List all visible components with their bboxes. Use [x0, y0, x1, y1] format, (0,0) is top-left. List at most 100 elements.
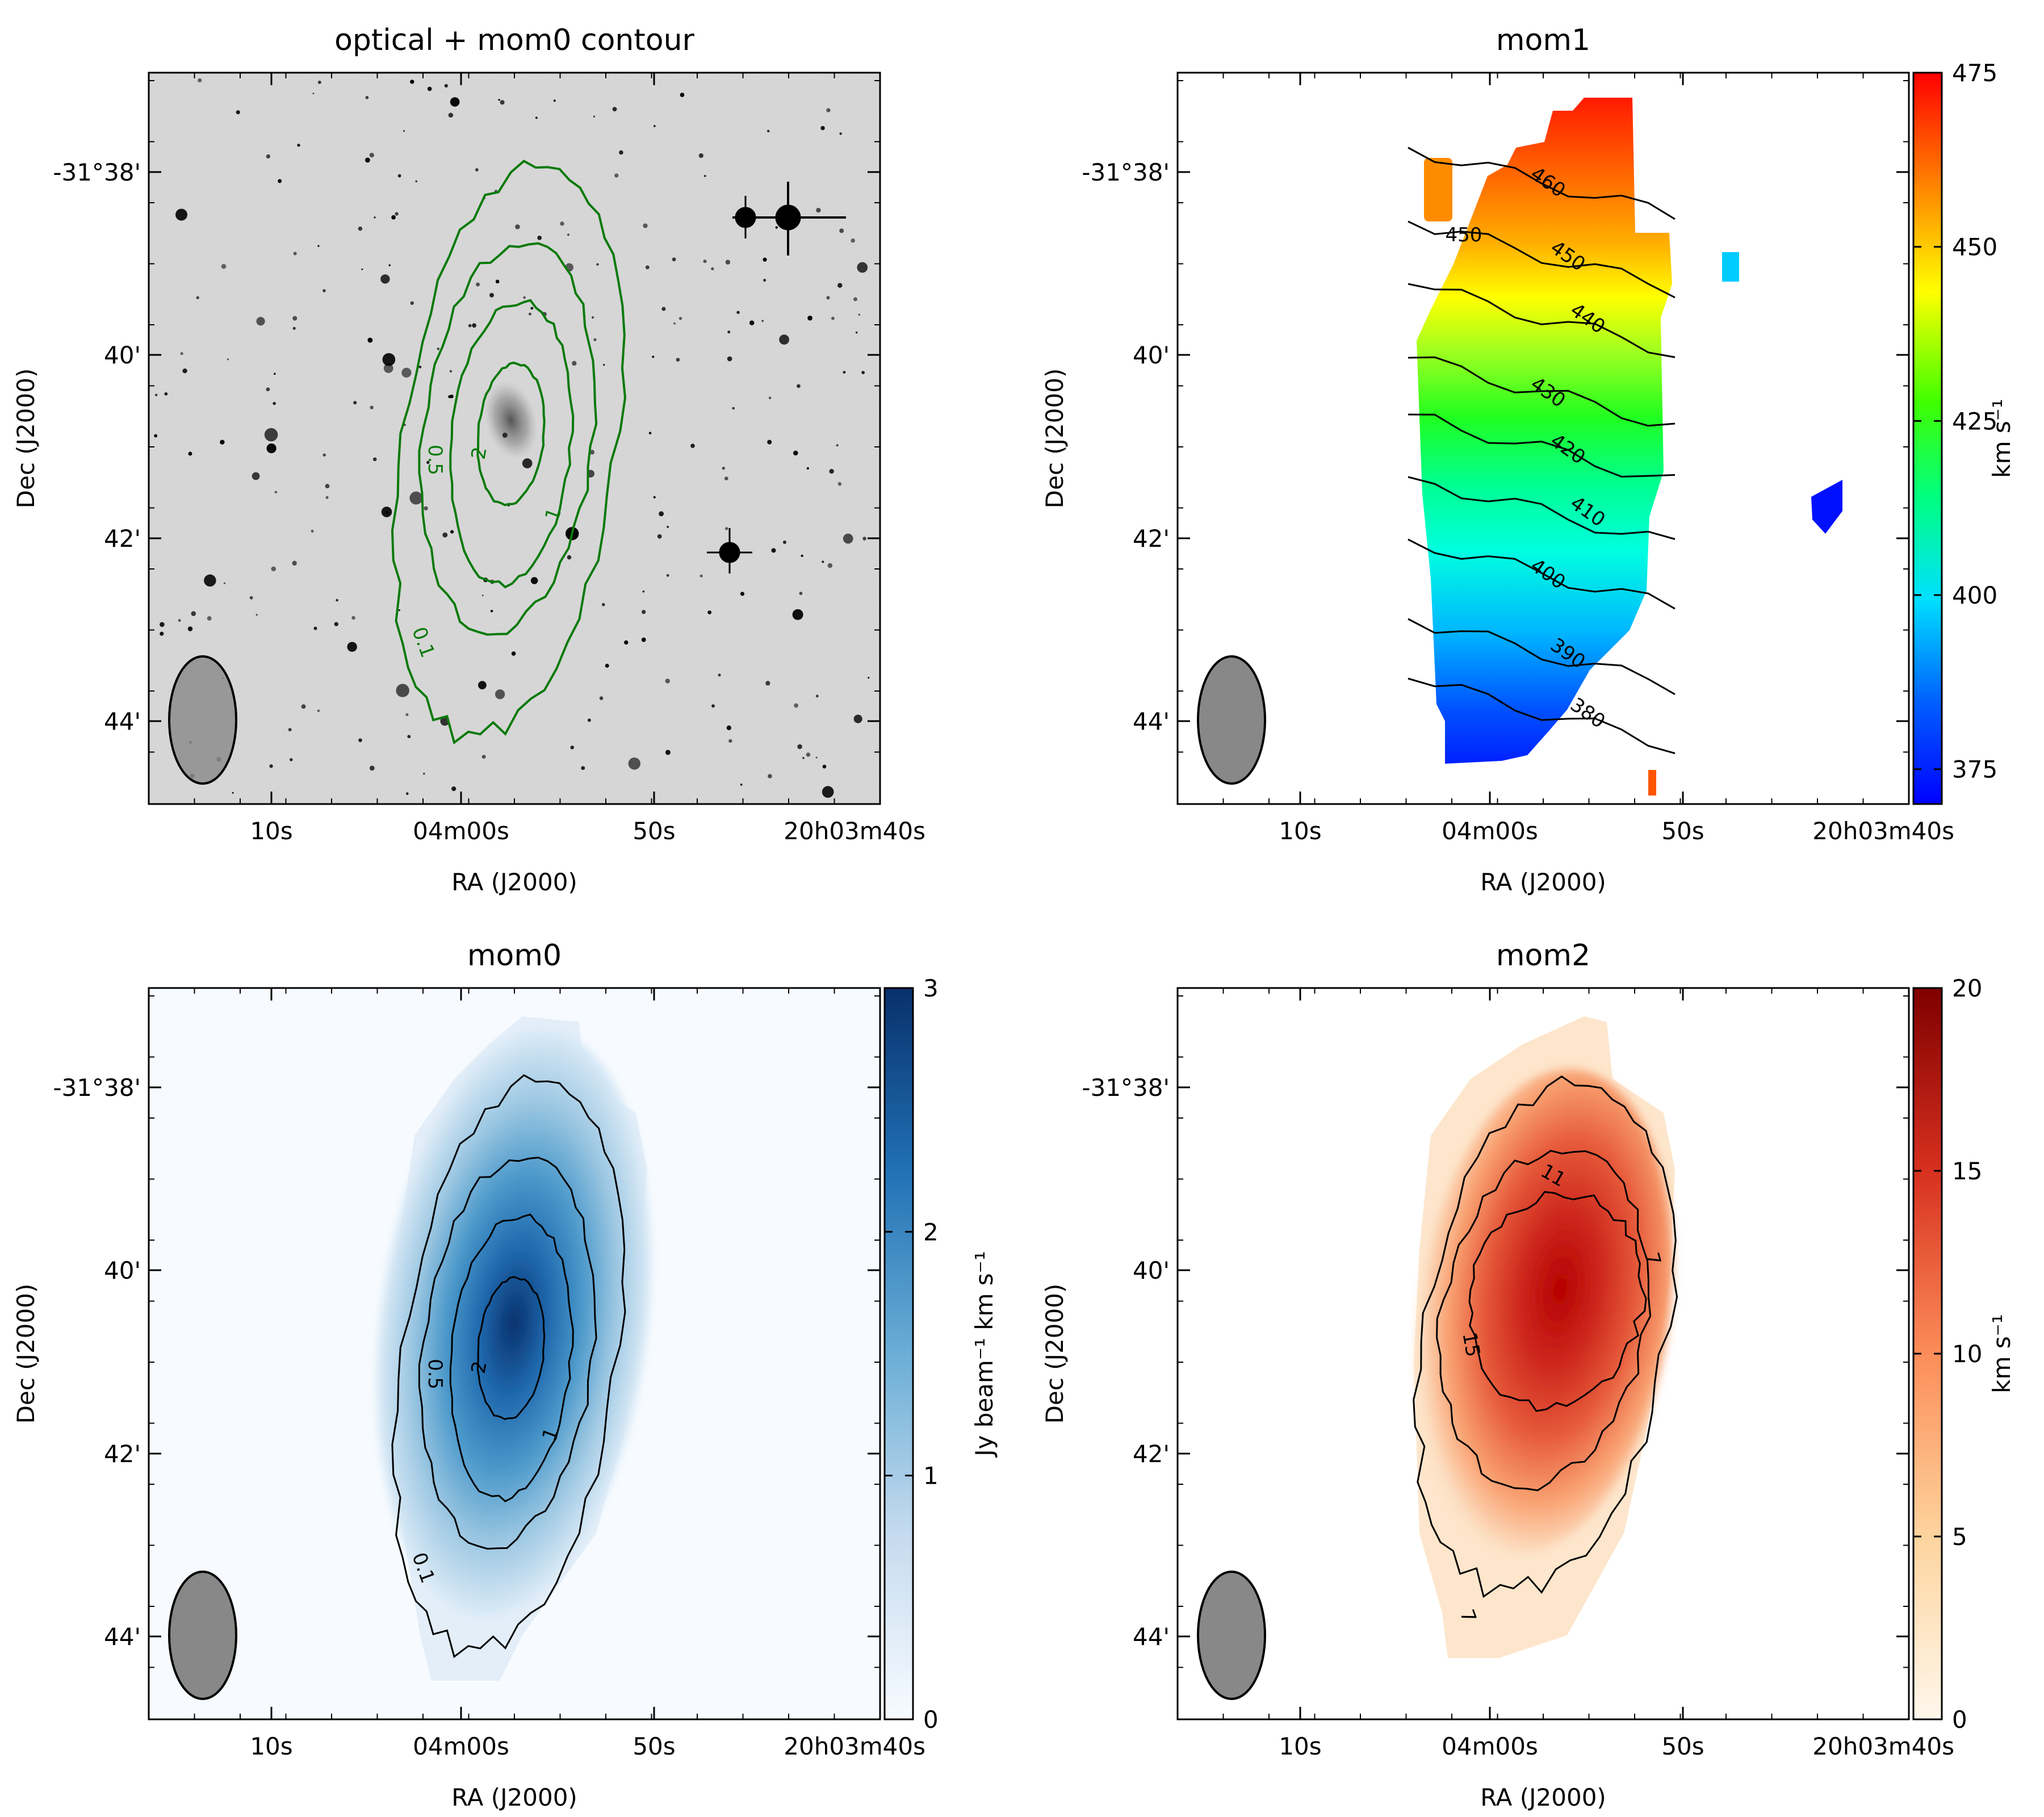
- star: [700, 574, 703, 577]
- star: [481, 755, 486, 759]
- star: [648, 432, 652, 435]
- y-tick-label: 42': [104, 525, 141, 552]
- star: [657, 534, 662, 539]
- y-tick-label: 42': [1133, 525, 1170, 552]
- x-tick-label: 10s: [250, 1732, 292, 1760]
- star: [740, 783, 743, 786]
- star: [725, 259, 731, 265]
- star: [273, 401, 276, 405]
- star: [388, 264, 391, 266]
- star: [676, 358, 680, 362]
- star: [252, 472, 260, 480]
- star: [365, 96, 369, 99]
- star: [736, 311, 740, 314]
- colorbar: 0 1 2 3 Jy beam⁻¹ km s⁻¹: [883, 974, 998, 1734]
- chart-title: optical + mom0 contour: [334, 23, 694, 57]
- x-tick-label: 20h03m40s: [784, 817, 925, 845]
- star: [793, 450, 798, 456]
- y-tick-label: 40': [1133, 341, 1170, 369]
- star: [794, 703, 798, 708]
- star: [450, 97, 460, 107]
- star: [410, 79, 414, 84]
- star: [822, 764, 827, 769]
- mom1-blob-blue: [1811, 480, 1842, 534]
- mom2-contours: [1413, 1075, 1678, 1598]
- beam-ellipse: [1197, 655, 1266, 785]
- beam-ellipse: [168, 1571, 237, 1700]
- star: [274, 491, 278, 493]
- star: [768, 396, 772, 399]
- contour-line: [418, 1157, 597, 1550]
- panel-optical: 0.10.512: [149, 73, 880, 804]
- star: [317, 245, 320, 247]
- star: [490, 609, 493, 613]
- star: [380, 274, 390, 284]
- star: [196, 296, 199, 299]
- contour-label: 450: [1446, 224, 1482, 246]
- star: [475, 168, 479, 171]
- star: [727, 356, 732, 362]
- star: [334, 622, 338, 626]
- star: [256, 614, 258, 616]
- optical-stars: [154, 78, 870, 798]
- star: [722, 467, 725, 470]
- star: [317, 80, 321, 84]
- axes-optical: optical + mom0 contour 10s 04m00s 50s 20h03m…: [12, 23, 925, 896]
- star: [690, 443, 695, 449]
- star: [530, 307, 534, 310]
- star: [711, 704, 715, 708]
- star: [589, 450, 595, 455]
- star: [451, 786, 456, 792]
- y-tick-label: 44': [1133, 707, 1170, 735]
- star: [858, 313, 861, 316]
- star: [498, 99, 500, 101]
- colorbar-tick-label: 0: [1952, 1706, 1967, 1734]
- star: [221, 263, 227, 269]
- star: [673, 322, 676, 325]
- star: [160, 631, 164, 636]
- y-tick-label: 44': [104, 1623, 141, 1651]
- star: [155, 393, 158, 396]
- star: [829, 468, 834, 474]
- star: [292, 560, 297, 566]
- star: [312, 93, 315, 95]
- star: [802, 757, 805, 759]
- star: [567, 555, 572, 560]
- star: [767, 439, 772, 445]
- star: [367, 337, 373, 343]
- star: [271, 566, 277, 572]
- star: [815, 756, 818, 759]
- mom1-blob-cyan: [1722, 252, 1739, 282]
- star: [724, 476, 728, 481]
- isovelocity-contour: [1408, 146, 1676, 220]
- star: [839, 132, 842, 135]
- star: [236, 110, 240, 115]
- star: [665, 750, 671, 755]
- star: [596, 263, 599, 266]
- star: [353, 401, 357, 405]
- star: [269, 764, 273, 768]
- star: [406, 792, 409, 795]
- y-axis-label: Dec (J2000): [12, 369, 40, 509]
- star: [188, 451, 192, 456]
- star: [322, 289, 326, 292]
- star: [347, 642, 357, 652]
- star: [535, 116, 538, 119]
- y-tick-label: 40': [104, 341, 141, 369]
- star: [476, 282, 480, 287]
- x-tick-label: 20h03m40s: [784, 1732, 925, 1760]
- star: [198, 78, 202, 83]
- star: [642, 610, 646, 614]
- star: [361, 268, 363, 270]
- star: [661, 307, 666, 311]
- star: [857, 262, 868, 273]
- star: [698, 153, 703, 158]
- star: [837, 283, 843, 288]
- contour-line: [391, 160, 627, 745]
- star: [553, 99, 556, 102]
- colorbar-gradient: [1912, 72, 1943, 805]
- star: [868, 677, 870, 679]
- isovelocity-contour: [1408, 413, 1676, 478]
- star: [358, 738, 362, 742]
- star: [405, 713, 409, 717]
